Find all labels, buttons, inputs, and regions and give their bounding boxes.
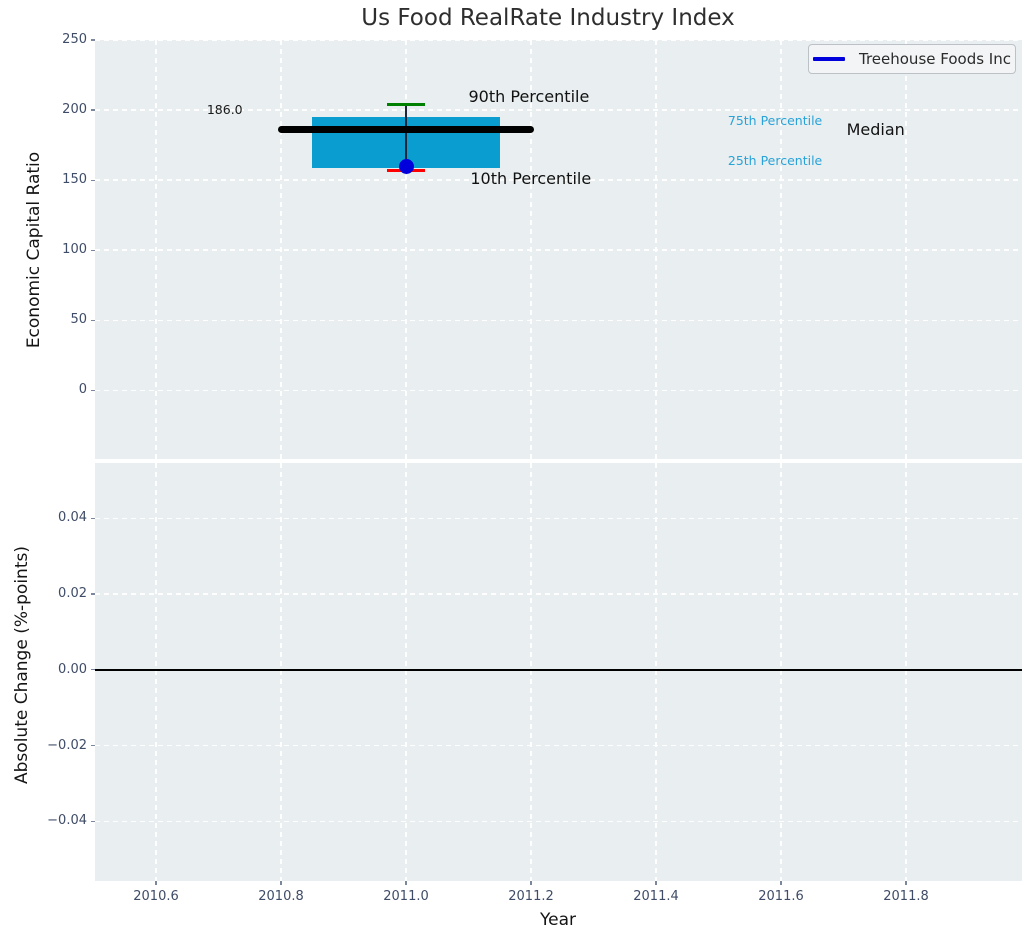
annotation: 25th Percentile	[727, 152, 823, 168]
gridline-y	[95, 109, 1022, 111]
y-tick-label: −0.02	[47, 737, 87, 753]
gridline-y	[95, 389, 1022, 392]
y-tick-mark	[91, 389, 95, 392]
x-axis-label: Year	[540, 910, 576, 930]
x-tick-label: 2011.6	[758, 889, 804, 904]
gridline-y	[95, 249, 1022, 252]
bottom-y-axis-label: Absolute Change (%-points)	[12, 546, 32, 784]
annotation: 186.0	[206, 101, 243, 117]
x-tick-label: 2011.2	[508, 889, 554, 904]
gridline-y	[95, 319, 1022, 322]
x-tick-label: 2010.6	[133, 889, 179, 904]
x-tick-mark	[655, 881, 657, 885]
legend: Treehouse Foods Inc	[808, 44, 1016, 74]
x-tick-mark	[155, 881, 157, 885]
gridline-x	[905, 40, 907, 459]
y-tick-label: 0.04	[58, 510, 87, 526]
x-tick-label: 2011.4	[633, 889, 679, 904]
legend-line-sample	[813, 57, 845, 61]
x-tick-mark	[530, 881, 532, 885]
legend-label: Treehouse Foods Inc	[859, 50, 1011, 68]
gridline-x	[280, 40, 282, 459]
y-tick-label: 50	[70, 312, 87, 328]
y-tick-mark	[91, 820, 95, 822]
gridline-x	[405, 40, 407, 459]
annotation: 90th Percentile	[468, 86, 590, 106]
company-point	[398, 158, 414, 174]
y-tick-label: 100	[62, 242, 87, 258]
gridline-x	[530, 40, 532, 459]
x-tick-label: 2010.8	[258, 889, 304, 904]
y-tick-label: 150	[62, 172, 87, 188]
y-tick-mark	[91, 319, 95, 322]
y-tick-mark	[91, 179, 95, 181]
gridline-y	[95, 179, 1022, 181]
gridline-x	[155, 40, 157, 459]
y-tick-mark	[91, 517, 95, 519]
y-tick-label: 200	[62, 102, 87, 118]
gridline-x	[780, 40, 782, 459]
x-tick-label: 2011.0	[383, 889, 429, 904]
top-y-axis-label: Economic Capital Ratio	[24, 151, 44, 349]
gridline-y	[95, 593, 1022, 595]
y-tick-label: −0.04	[47, 813, 87, 829]
y-tick-mark	[91, 39, 95, 41]
x-tick-mark	[405, 881, 407, 885]
whisker-line	[405, 104, 407, 167]
gridline-x	[655, 40, 657, 459]
gridline-x	[530, 463, 532, 881]
y-tick-mark	[91, 593, 95, 595]
gridline-x	[155, 463, 157, 881]
y-tick-label: 0.00	[58, 661, 87, 677]
x-tick-mark	[780, 881, 782, 885]
x-tick-label: 2011.8	[883, 889, 929, 904]
annotation: 10th Percentile	[470, 168, 592, 188]
y-tick-mark	[91, 249, 95, 251]
gridline-x	[780, 463, 782, 881]
y-tick-label: 0	[78, 382, 87, 398]
chart-title: Us Food RealRate Industry Index	[361, 5, 735, 31]
annotation: 75th Percentile	[727, 112, 823, 128]
y-tick-mark	[91, 109, 95, 111]
gridline-y	[95, 744, 1022, 747]
x-tick-mark	[280, 881, 282, 885]
median-line	[277, 126, 535, 134]
gridline-x	[655, 463, 657, 881]
gridline-x	[280, 463, 282, 881]
y-tick-label: 0.02	[58, 586, 87, 602]
y-tick-mark	[91, 744, 95, 747]
zero-line	[95, 668, 1022, 671]
gridline-x	[905, 463, 907, 881]
p90-cap	[386, 102, 426, 107]
bottom-axes	[95, 463, 1022, 881]
gridline-y	[95, 820, 1022, 823]
x-tick-mark	[905, 881, 907, 885]
gridline-y	[95, 517, 1022, 520]
gridline-y	[95, 39, 1022, 41]
annotation: Median	[846, 120, 905, 140]
gridline-x	[405, 463, 407, 881]
y-tick-mark	[91, 669, 95, 671]
y-tick-label: 250	[62, 32, 87, 48]
